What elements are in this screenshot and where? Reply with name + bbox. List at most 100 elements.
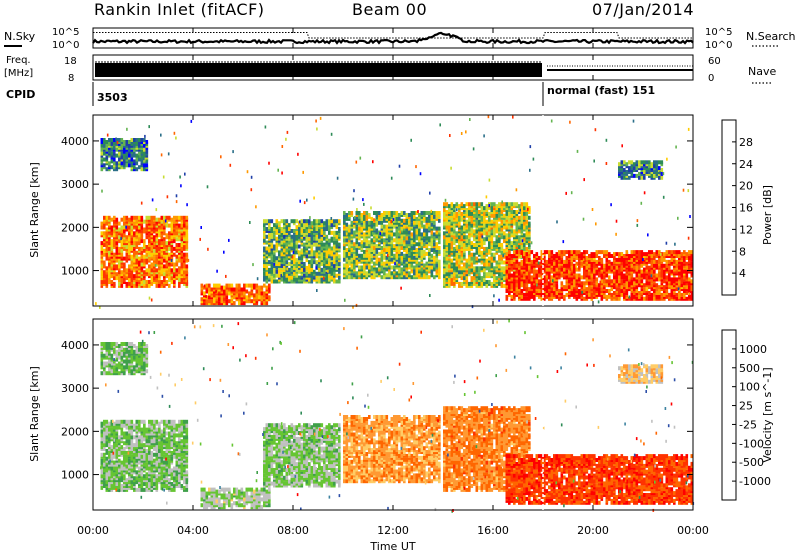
power-cell (126, 245, 129, 249)
power-cell (531, 250, 534, 254)
power-cell (591, 258, 594, 262)
power-cell (128, 249, 131, 253)
power-cell (428, 215, 431, 219)
power-cell (113, 282, 116, 286)
power-cell (656, 264, 659, 268)
power-cell (246, 284, 249, 288)
power-cell (476, 210, 479, 214)
power-cell (538, 285, 541, 289)
power-cell (151, 263, 154, 267)
power-cell (551, 270, 554, 274)
power-cell (616, 275, 619, 279)
power-cell (158, 233, 161, 237)
power-cell (653, 260, 656, 264)
power-cell (393, 244, 396, 248)
power-cell (466, 239, 469, 243)
power-cell (106, 253, 109, 257)
power-cell (328, 266, 331, 270)
power-cell (148, 251, 151, 255)
power-cell (273, 231, 276, 235)
power-cell (203, 291, 206, 295)
power-cell (553, 268, 556, 272)
power-cell (251, 299, 254, 303)
power-cell (523, 202, 526, 206)
power-cell (293, 243, 296, 247)
power-cell (573, 264, 576, 268)
power-cell (176, 216, 179, 220)
power-cell (266, 286, 269, 290)
power-cell (156, 268, 159, 272)
power-cell (276, 248, 279, 252)
power-cell (141, 226, 144, 230)
power-cell (568, 274, 571, 278)
power-cell (303, 233, 306, 237)
power-cell (101, 231, 104, 235)
power-cell (176, 249, 179, 253)
power-cell (276, 266, 279, 270)
power-cell (353, 242, 356, 246)
power-cell (446, 210, 449, 214)
power-cell (488, 245, 491, 249)
power-cell (498, 282, 501, 286)
power-cell (138, 247, 141, 251)
power-cell (493, 214, 496, 218)
power-cell (123, 233, 126, 237)
power-cell (346, 213, 349, 217)
power-cell (293, 235, 296, 239)
power-cell (128, 264, 131, 268)
power-cell (431, 223, 434, 227)
power-cell (633, 250, 636, 254)
power-cell (161, 259, 164, 263)
power-cell (296, 225, 299, 229)
power-cell (218, 301, 221, 305)
power-cell (518, 250, 521, 254)
power-cell (583, 250, 586, 254)
power-cell (386, 215, 389, 219)
power-cell (503, 249, 506, 253)
power-cell (141, 216, 144, 220)
power-cell (118, 235, 121, 239)
power-cell (258, 295, 261, 299)
power-cell (423, 273, 426, 277)
power-cell (483, 278, 486, 282)
power-cell (268, 219, 271, 223)
power-cell (576, 250, 579, 254)
power-cell (391, 266, 394, 270)
power-cell (163, 264, 166, 268)
power-cell (651, 260, 654, 264)
power-cell (416, 242, 419, 246)
power-cell (498, 255, 501, 259)
power-cell (168, 284, 171, 288)
power-cell (653, 293, 656, 297)
power-cell (116, 276, 119, 280)
power-cell (371, 217, 374, 221)
power-cell (456, 212, 459, 216)
power-cell (138, 241, 141, 245)
power-cell (378, 221, 381, 225)
power-cell (616, 287, 619, 291)
power-cell (333, 278, 336, 282)
power-cell (148, 280, 151, 284)
power-cell (113, 220, 116, 224)
power-cell (448, 264, 451, 268)
power-cell (278, 221, 281, 225)
power-cell (206, 290, 209, 294)
power-cell (453, 251, 456, 255)
power-cell (521, 289, 524, 293)
power-cell (151, 245, 154, 249)
power-cell (458, 216, 461, 220)
power-cell (586, 250, 589, 254)
power-cell (111, 280, 114, 284)
power-cell (578, 283, 581, 287)
power-cell (408, 271, 411, 275)
power-cell (116, 226, 119, 230)
power-cell (578, 289, 581, 293)
power-cell (591, 274, 594, 278)
power-cell (271, 264, 274, 268)
power-cell (511, 254, 514, 258)
power-cell (408, 248, 411, 252)
power-cell (496, 239, 499, 243)
date-title: 07/Jan/2014 (592, 0, 694, 19)
power-cell (153, 249, 156, 253)
power-cell (313, 237, 316, 241)
